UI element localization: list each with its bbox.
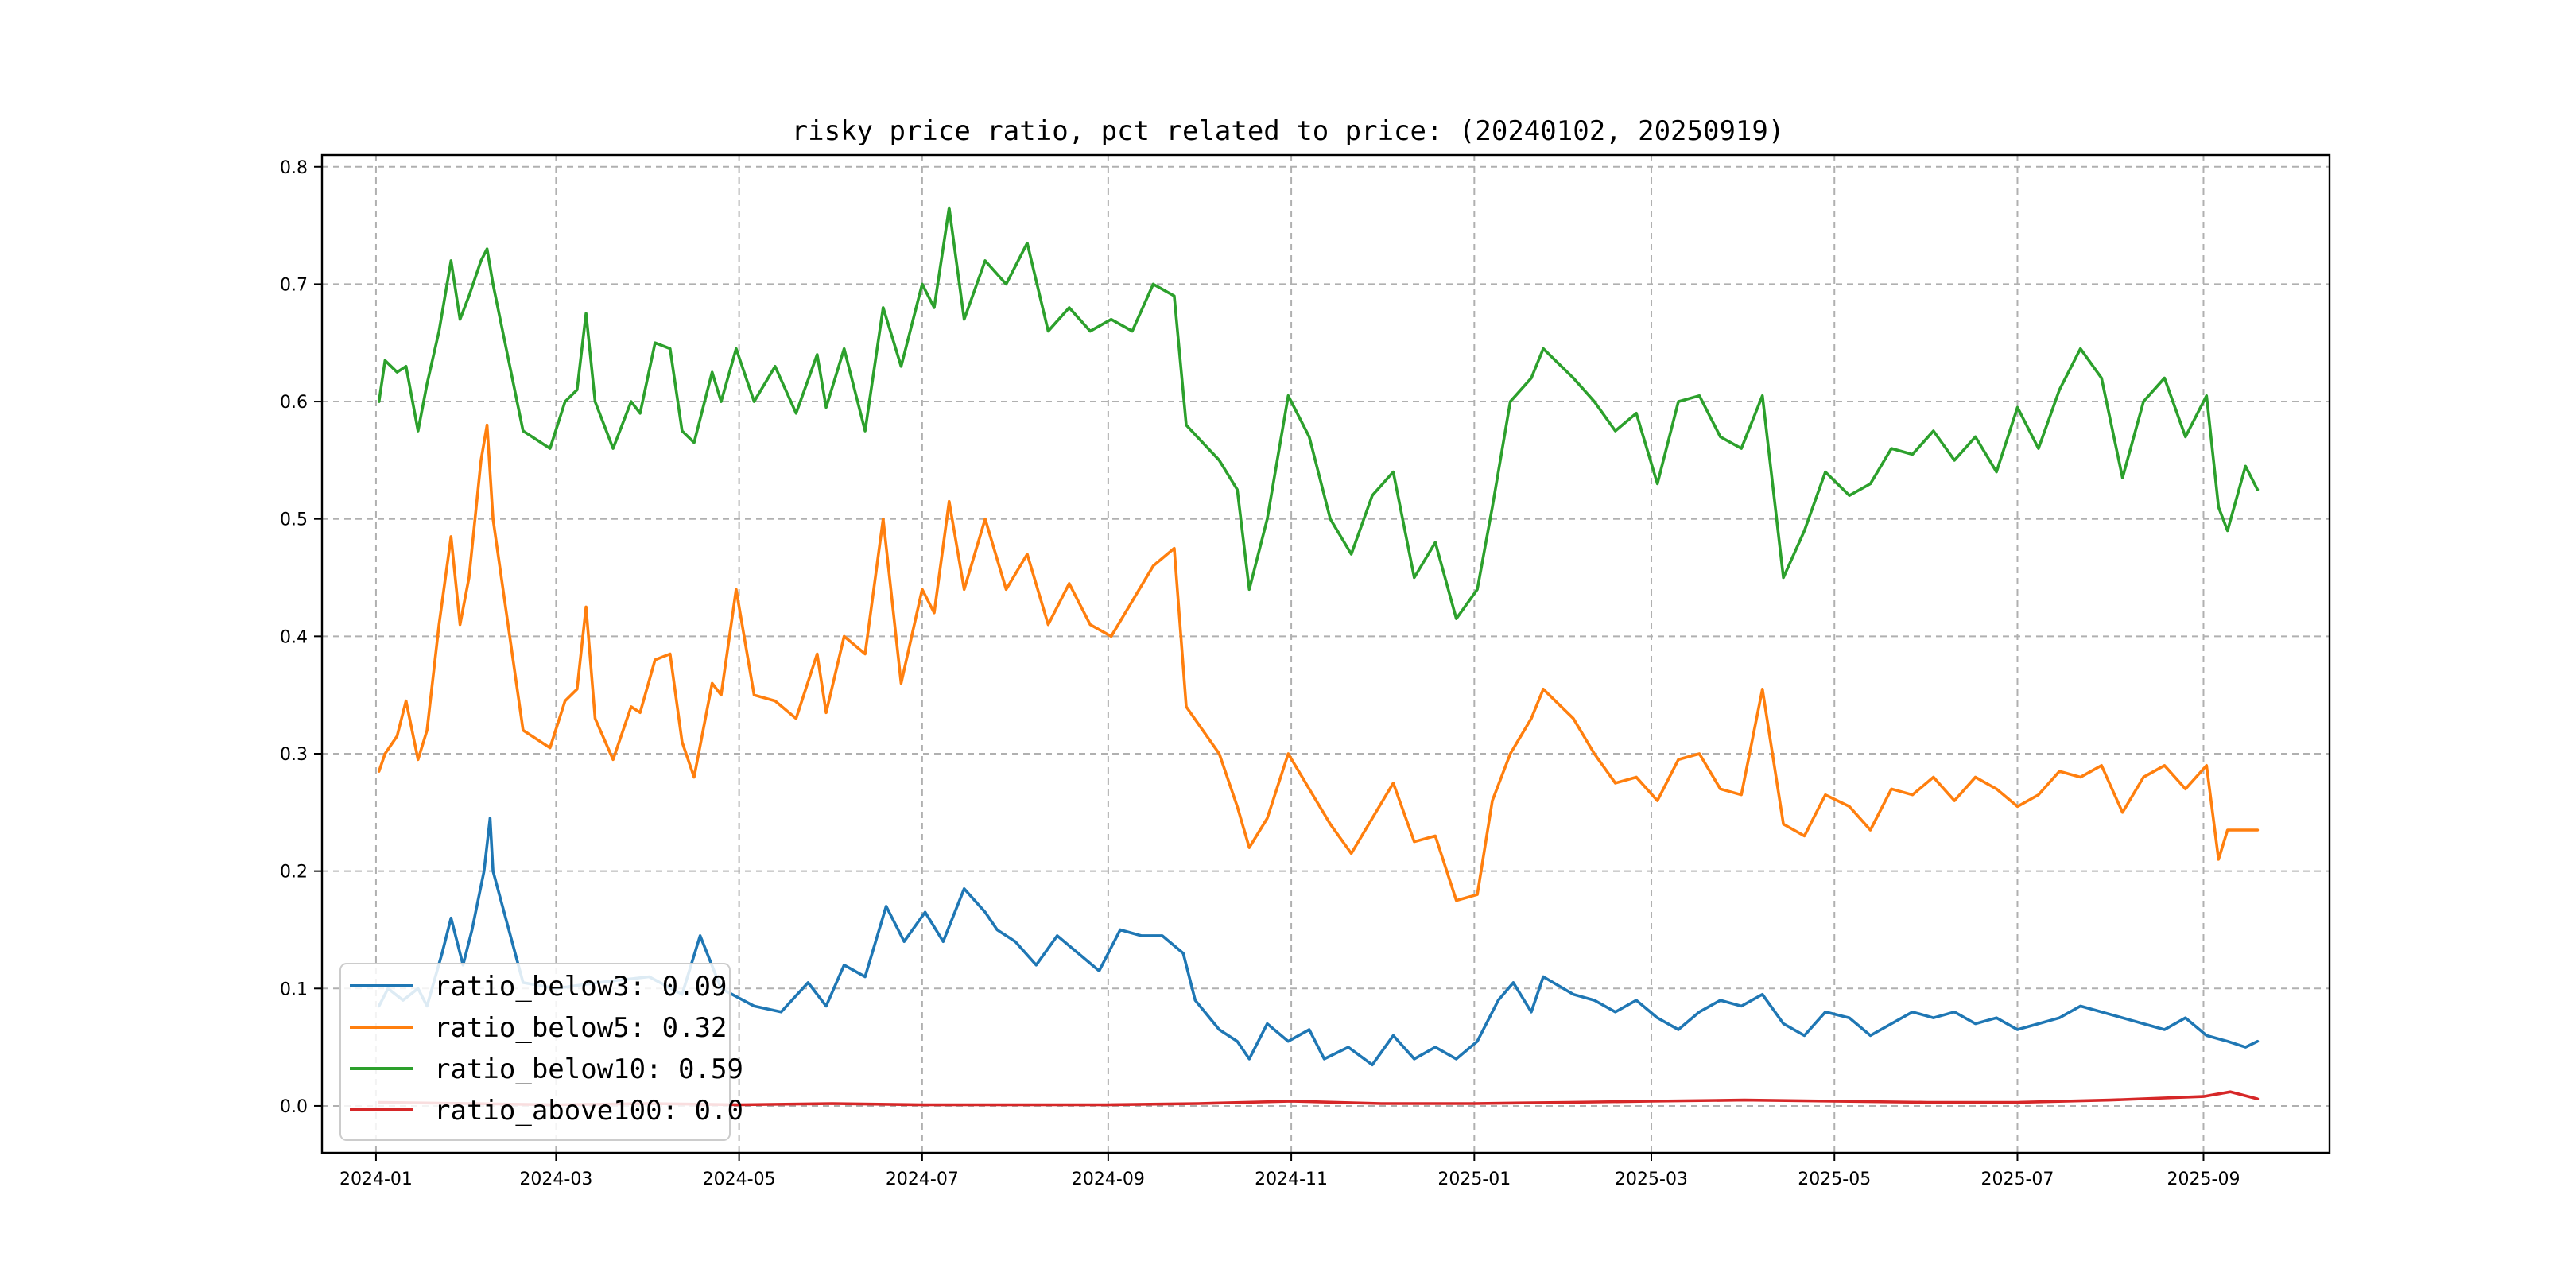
x-tick-label: 2024-05: [703, 1170, 776, 1189]
legend-label: ratio_above100: 0.0: [434, 1095, 743, 1127]
legend-label: ratio_below5: 0.32: [434, 1012, 727, 1044]
x-tick-label: 2025-09: [2167, 1170, 2240, 1189]
x-tick-label: 2025-01: [1437, 1170, 1511, 1189]
legend-box: [339, 963, 731, 1141]
legend-label: ratio_below10: 0.59: [434, 1053, 743, 1085]
y-tick-label: 0.1: [280, 980, 308, 999]
x-tick-label: 2025-03: [1615, 1170, 1688, 1189]
series-line-2: [377, 206, 2260, 620]
plot-frame: [320, 153, 2331, 1154]
x-tick-label: 2024-01: [339, 1170, 413, 1189]
y-tick-label: 0.5: [280, 510, 308, 530]
y-tick-label: 0.3: [280, 745, 308, 765]
y-tick-label: 0.2: [280, 863, 308, 883]
y-axis: 0.0 0.1 0.2 0.3 0.4 0.5 0.6 0.7 0.8: [280, 158, 322, 1117]
y-tick-label: 0.8: [280, 158, 308, 178]
x-tick-label: 2024-03: [519, 1170, 592, 1189]
legend: ratio_below3: 0.09 ratio_below5: 0.32 rati…: [339, 963, 743, 1141]
x-axis: 2024-01 2024-03 2024-05 2024-07 2024-09 2024-…: [339, 1153, 2240, 1189]
y-tick-label: 0.7: [280, 275, 308, 295]
x-tick-label: 2024-07: [886, 1170, 959, 1189]
series-line-1: [377, 423, 2260, 902]
x-tick-label: 2024-11: [1255, 1170, 1328, 1189]
legend-label: ratio_below3: 0.09: [434, 971, 727, 1003]
x-tick-label: 2024-09: [1072, 1170, 1145, 1189]
x-tick-label: 2025-07: [1981, 1170, 2054, 1189]
chart-title: risky price ratio, pct related to price:…: [792, 115, 1785, 147]
x-tick-label: 2025-05: [1798, 1170, 1871, 1189]
y-tick-label: 0.6: [280, 393, 308, 413]
y-tick-label: 0.4: [280, 627, 308, 647]
y-tick-label: 0.0: [280, 1097, 308, 1117]
